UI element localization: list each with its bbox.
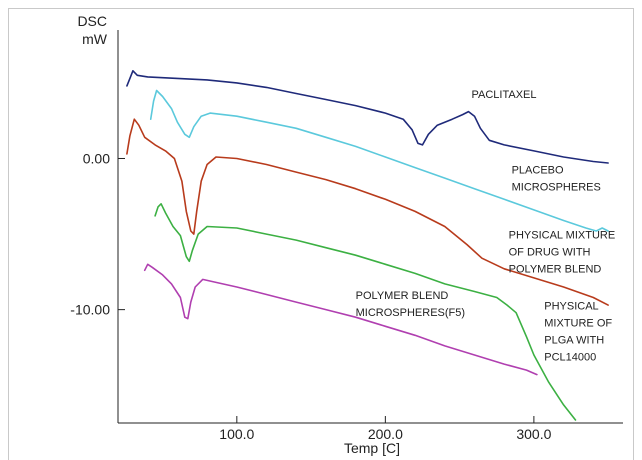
axes — [117, 30, 623, 424]
series-annotation-label: PCL14000 — [544, 352, 596, 364]
series-annotations: PACLITAXEL PLACEBO MICROSPHERES PHYSICAL MI… — [356, 89, 616, 364]
series-annotation-label: PLGA WITH — [544, 335, 604, 347]
y-axis-unit-label-line2: mW — [82, 31, 108, 47]
series-annotation-label: PACLITAXEL — [472, 89, 537, 101]
y-tick-label: 0.00 — [83, 150, 110, 166]
y-tick-label: -10.00 — [70, 302, 110, 318]
series-line-physical-mixture-of-drug-with-polymer-blend — [126, 118, 609, 306]
chart-frame — [8, 8, 634, 460]
series-annotation-label: MICROSPHERES — [512, 182, 601, 194]
series-line-physical-mixture-of-plga-with-pcl14000 — [154, 203, 577, 421]
series-annotation-label: MICROSPHERES(F5) — [356, 307, 465, 319]
x-tick-label: 100.0 — [219, 426, 254, 442]
series-annotation-label: PHYSICAL MIXTURE — [509, 230, 616, 242]
series-line-polymer-blend-microspheres-f5 — [143, 263, 538, 376]
x-axis-label: Temp [C] — [344, 440, 400, 456]
series-annotation-label: PHYSICAL — [544, 301, 598, 313]
x-tick-label: 200.0 — [368, 426, 403, 442]
series-annotation-label: OF DRUG WITH — [509, 247, 591, 259]
series-annotation-label: MIXTURE OF — [544, 318, 612, 330]
y-axis-unit-label-line1: DSC — [77, 13, 107, 29]
series-annotation-label: PLACEBO — [512, 165, 564, 177]
series-annotation-label: POLYMER BLEND — [356, 290, 449, 302]
x-tick-label: 300.0 — [516, 426, 551, 442]
series-annotation-label: POLYMER BLEND — [509, 264, 602, 276]
ticks: 100.0 200.0 300.0 0.00 -10.00 — [70, 150, 551, 442]
series-lines — [126, 70, 609, 421]
series-line-paclitaxel — [126, 70, 609, 164]
series-line-placebo-microspheres — [149, 89, 609, 232]
